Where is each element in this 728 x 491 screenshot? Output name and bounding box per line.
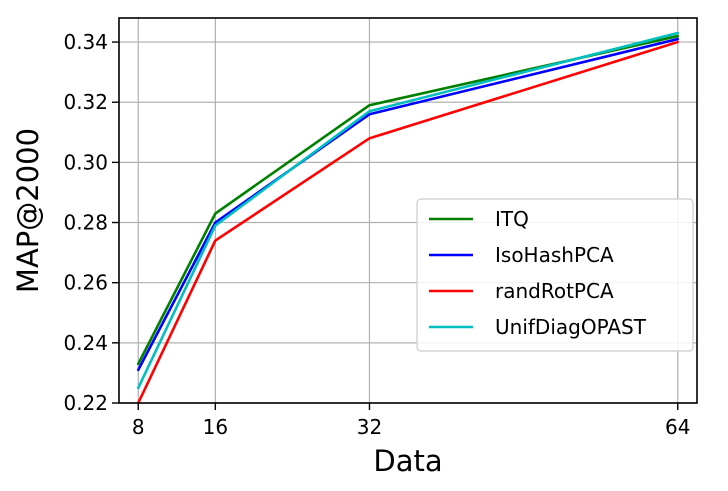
series-line-unifdiagopast <box>136 31 680 390</box>
x-tick-label: 8 <box>132 415 145 439</box>
legend-box <box>416 198 694 352</box>
x-axis-label: Data <box>373 444 442 478</box>
legend-entry: IsoHashPCA <box>495 243 614 267</box>
legend: ITQ IsoHashPCA randRotPCA UnifDiagOPAST <box>416 198 694 352</box>
y-tick-label: 0.30 <box>63 150 108 174</box>
axis-ticks: 8 16 32 64 0.22 0.24 0.26 0.28 0.30 0.32 0.34 <box>63 30 690 439</box>
x-tick-label: 64 <box>665 415 690 439</box>
y-tick-label: 0.32 <box>63 90 108 114</box>
x-tick-label: 32 <box>357 415 382 439</box>
y-tick-label: 0.22 <box>63 391 108 415</box>
legend-entry: randRotPCA <box>495 279 614 303</box>
y-tick-label: 0.26 <box>63 271 108 295</box>
legend-entry: ITQ <box>495 207 529 231</box>
series-line-itq <box>136 34 680 366</box>
y-axis-label: MAP@2000 <box>11 128 45 293</box>
y-tick-label: 0.34 <box>63 30 108 54</box>
series-line-randrotpca <box>136 40 680 405</box>
y-tick-label: 0.24 <box>63 331 108 355</box>
series-lines <box>136 31 680 405</box>
plot-frame <box>118 17 698 404</box>
y-tick-label: 0.28 <box>63 211 108 235</box>
legend-entry: UnifDiagOPAST <box>495 315 647 339</box>
x-tick-label: 16 <box>203 415 228 439</box>
